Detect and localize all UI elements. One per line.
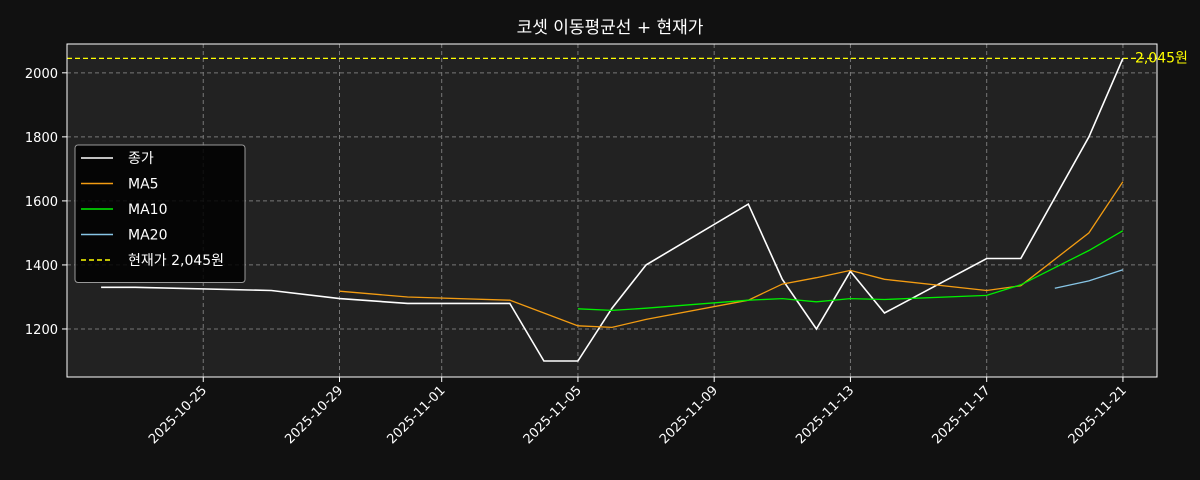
series-group [101, 58, 1124, 362]
y-tick-label: 1400 [25, 259, 58, 274]
chart-title: 코셋 이동평균선 + 현재가 [517, 18, 704, 38]
y-tick-label: 1200 [25, 323, 58, 338]
plot-area [67, 44, 1157, 377]
legend-label: MA20 [128, 228, 167, 244]
legend-label: MA5 [128, 177, 159, 193]
legend-box [74, 144, 246, 283]
y-tick-label: 2000 [25, 67, 58, 82]
series-line-2 [577, 230, 1124, 312]
legend-label: MA10 [128, 202, 167, 218]
y-tick-label: 1800 [25, 131, 58, 146]
y-tick-label: 1600 [25, 195, 58, 210]
legend-label: 종가 [128, 151, 154, 167]
legend: 종가 MA5 MA10 MA20 현재가 2,045원 [74, 144, 246, 283]
series-line-1 [339, 181, 1124, 329]
series-line-3 [1054, 269, 1124, 289]
y-axis: 1200 1400 1600 1800 2000 [25, 67, 67, 338]
plot-frame [66, 43, 1158, 378]
reference-line-group: 2,045원 [67, 50, 1188, 66]
legend-label: 현재가 2,045원 [128, 253, 224, 269]
series-line-0 [101, 58, 1124, 362]
current-price-label: 2,045원 [1135, 50, 1188, 66]
